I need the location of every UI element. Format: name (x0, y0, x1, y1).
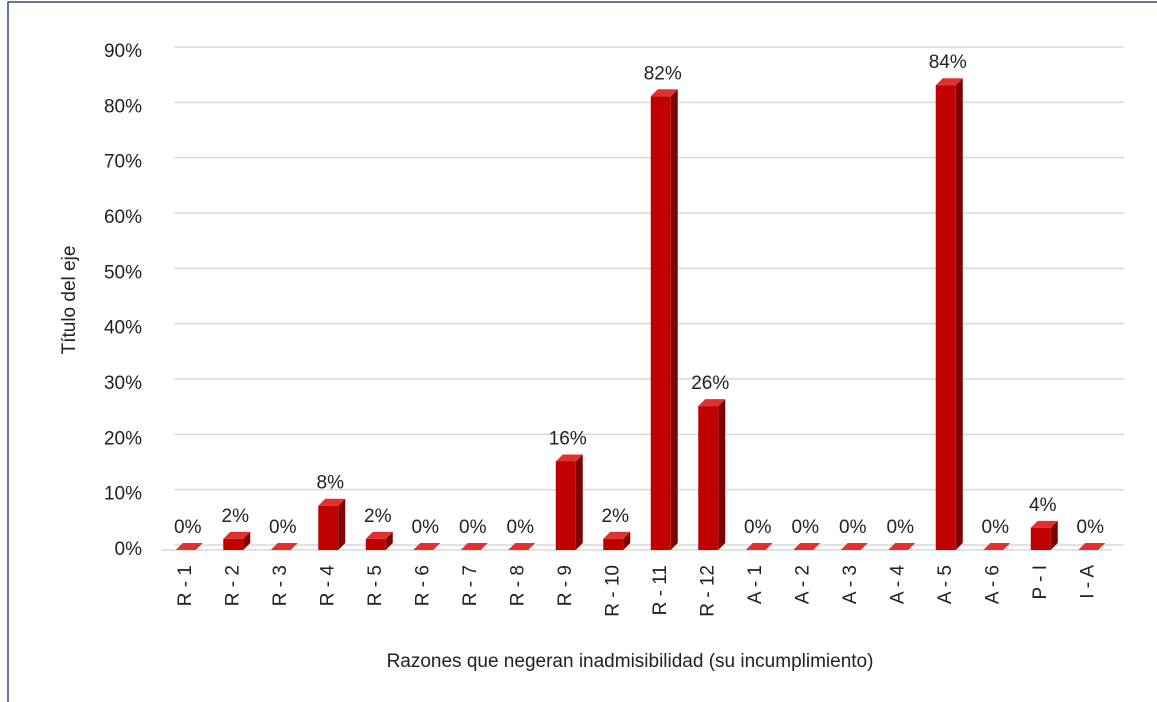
data-label: 2% (602, 506, 630, 527)
bar (603, 538, 624, 550)
x-tick-label: R - 10 (602, 565, 623, 617)
bar-top (1030, 520, 1058, 528)
data-label: 0% (1077, 517, 1105, 538)
x-tick-label: R - 6 (412, 565, 433, 606)
data-label: 0% (412, 517, 440, 538)
x-axis-title: Razones que negeran inadmisibilidad (su … (387, 651, 874, 672)
bar-top (983, 543, 1011, 550)
bar (935, 85, 956, 550)
bar (650, 96, 671, 551)
data-label: 2% (364, 506, 392, 527)
data-label: 0% (839, 517, 867, 538)
x-tick-label: A - 4 (887, 565, 908, 605)
y-tick-label: 70% (104, 152, 142, 173)
bar (698, 406, 719, 550)
x-tick-label: R - 4 (317, 565, 338, 607)
bar-side (338, 498, 346, 550)
bar-top (698, 399, 726, 407)
x-tick-label: A - 3 (840, 565, 861, 604)
x-tick-label: R - 2 (222, 565, 243, 606)
chart-frame (7, 1, 1157, 702)
bar-top (318, 498, 346, 506)
bar-top (603, 531, 631, 539)
y-tick-label: 80% (104, 96, 142, 117)
bar-top (650, 89, 678, 97)
data-label: 0% (459, 517, 487, 538)
y-tick-label: 50% (104, 262, 142, 283)
bar-side (718, 399, 726, 550)
data-label: 0% (744, 517, 772, 538)
bar-side (243, 531, 251, 550)
bar-side (623, 531, 631, 550)
bar-top (413, 543, 441, 550)
bar-top (555, 454, 583, 462)
data-label: 26% (691, 373, 729, 394)
data-label: 0% (507, 517, 535, 538)
y-tick-label: 20% (104, 428, 142, 449)
bar (223, 538, 244, 550)
x-tick-label: A - 6 (982, 565, 1003, 604)
y-tick-label: 10% (104, 484, 142, 505)
bar-top (460, 543, 488, 550)
x-tick-label: I - A (1077, 565, 1098, 599)
data-label: 2% (222, 506, 250, 527)
data-label: 0% (792, 517, 820, 538)
data-label: 16% (549, 428, 587, 449)
x-tick-label: R - 1 (175, 565, 196, 606)
bar-top (745, 543, 773, 550)
bar-side (385, 531, 393, 550)
x-tick-label: R - 8 (507, 565, 528, 606)
y-tick-label: 60% (104, 207, 142, 228)
bar-side (575, 454, 583, 550)
y-tick-label: 40% (104, 318, 142, 339)
x-tick-label: R - 12 (697, 565, 718, 617)
x-tick-label: A - 5 (935, 565, 956, 604)
bar-side (955, 78, 963, 550)
data-label: 0% (887, 517, 915, 538)
bar-top (270, 543, 298, 550)
x-tick-label: A - 2 (792, 565, 813, 604)
data-label: 0% (269, 517, 297, 538)
bar-side (670, 89, 678, 551)
data-label: 8% (317, 473, 345, 494)
x-tick-label: P - I (1030, 565, 1051, 600)
data-label: 4% (1029, 495, 1057, 516)
bar-top (1078, 543, 1106, 550)
y-tick-label: 0% (115, 539, 143, 560)
x-tick-label: R - 9 (555, 565, 576, 606)
bar (1030, 527, 1051, 550)
bar (555, 461, 576, 550)
x-tick-label: R - 7 (460, 565, 481, 606)
bar-top (793, 543, 821, 550)
bar-top (508, 543, 536, 550)
bar-top (175, 543, 203, 550)
bar-top (888, 543, 916, 550)
bar-top (223, 531, 251, 539)
bar (318, 505, 339, 550)
bar (365, 538, 386, 550)
data-label: 0% (982, 517, 1010, 538)
bar-side (1050, 520, 1058, 550)
x-tick-label: R - 5 (365, 565, 386, 606)
x-tick-label: R - 3 (270, 565, 291, 606)
bar-top (935, 78, 963, 86)
bar-top (840, 543, 868, 550)
data-label: 0% (174, 517, 202, 538)
data-label: 84% (929, 52, 967, 73)
y-tick-label: 90% (104, 41, 142, 62)
y-axis-title: Título del eje (59, 246, 80, 355)
data-label: 82% (644, 63, 682, 84)
y-tick-label: 30% (104, 373, 142, 394)
x-tick-label: R - 11 (650, 565, 671, 615)
x-tick-label: A - 1 (745, 565, 766, 604)
bar-top (365, 531, 393, 539)
